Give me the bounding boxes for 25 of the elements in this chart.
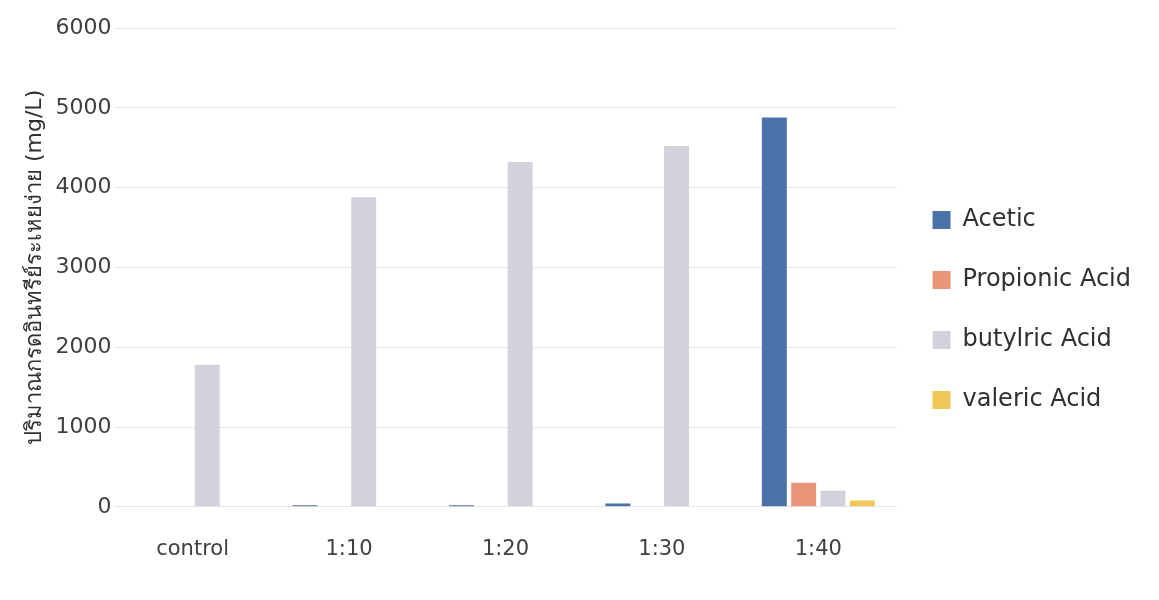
y-tick-label: 0 xyxy=(97,492,112,518)
y-tick-label: 6000 xyxy=(55,13,112,39)
bar xyxy=(194,364,220,507)
bar xyxy=(820,490,846,507)
legend-label: butylric Acid xyxy=(962,324,1112,353)
bar xyxy=(791,482,817,507)
x-tick-label: 1:10 xyxy=(325,535,373,560)
y-tick-label: 3000 xyxy=(55,253,112,279)
x-tick-label: 1:20 xyxy=(481,535,530,560)
bar xyxy=(849,500,875,507)
legend-label: Propionic Acid xyxy=(962,264,1132,293)
y-tick-label: 1000 xyxy=(55,412,112,438)
y-tick-label: 4000 xyxy=(55,173,112,199)
y-axis-title: ปริมาณกรดอินทรีย์ระเหยง่าย (mg/L) xyxy=(20,89,46,446)
bar xyxy=(664,146,690,507)
x-tick-label: 1:30 xyxy=(638,535,686,560)
legend-label: Acetic xyxy=(962,204,1036,233)
legend-label: valeric Acid xyxy=(962,384,1102,413)
y-tick-label: 2000 xyxy=(55,332,112,358)
x-tick-label: control xyxy=(156,535,229,560)
bar xyxy=(761,117,787,507)
x-tick-label: 1:40 xyxy=(794,535,842,560)
bar xyxy=(507,162,533,507)
y-tick-label: 5000 xyxy=(55,93,112,119)
bar xyxy=(351,197,377,507)
